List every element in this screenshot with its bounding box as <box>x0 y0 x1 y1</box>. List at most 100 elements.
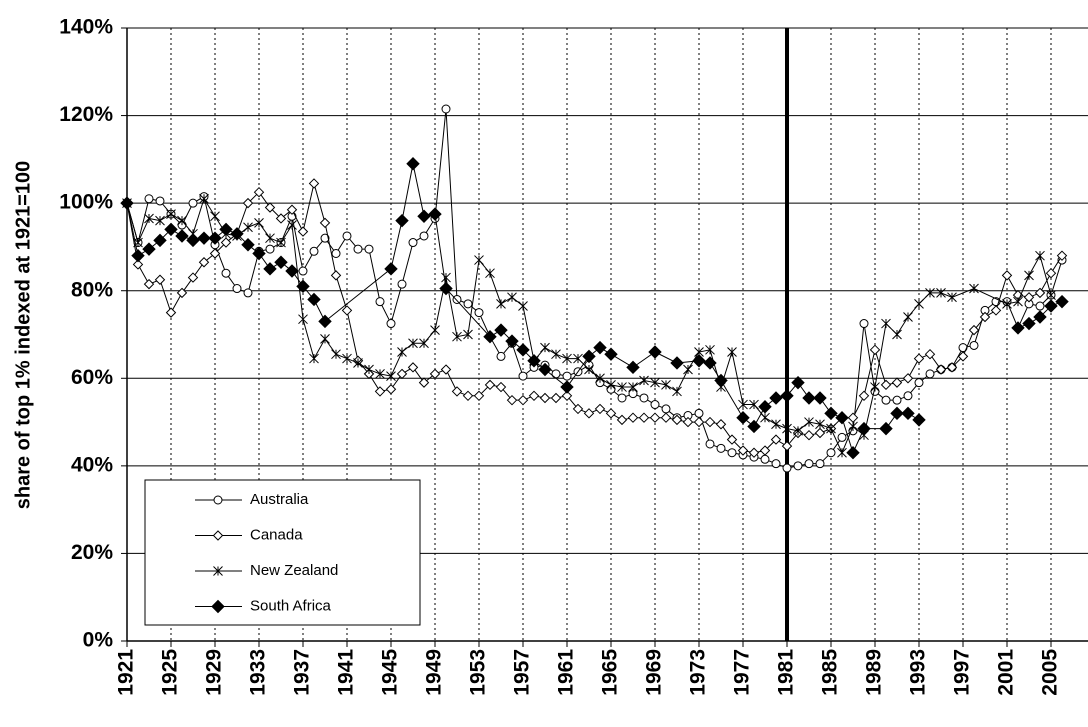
data-point <box>452 331 462 342</box>
data-point <box>835 410 849 425</box>
data-point <box>484 379 496 391</box>
data-point <box>539 392 551 404</box>
data-point <box>186 233 200 248</box>
data-point <box>506 394 518 406</box>
data-point <box>969 340 979 350</box>
data-point <box>705 344 715 355</box>
data-point <box>188 198 198 208</box>
data-point <box>375 297 385 307</box>
data-point <box>714 373 728 388</box>
data-point <box>1022 316 1036 331</box>
data-point <box>736 410 750 425</box>
data-point <box>132 259 144 270</box>
data-point <box>397 279 407 289</box>
data-point <box>914 298 924 309</box>
data-point <box>747 419 761 434</box>
data-point <box>803 429 815 441</box>
series-line <box>126 108 1063 469</box>
data-point <box>219 222 233 237</box>
x-tick-label: 1993 <box>907 649 930 696</box>
x-tick-label: 1981 <box>775 649 798 696</box>
data-point <box>584 364 594 375</box>
data-point <box>760 412 770 423</box>
data-point <box>408 338 418 349</box>
data-point <box>639 375 649 386</box>
data-point <box>418 377 430 388</box>
data-point <box>187 272 199 283</box>
legend-box <box>144 479 421 626</box>
data-point <box>331 349 341 360</box>
data-point <box>593 340 607 355</box>
data-point <box>527 354 541 368</box>
data-point <box>705 439 715 449</box>
data-point <box>353 358 363 368</box>
data-point <box>298 314 308 325</box>
data-point <box>483 329 497 344</box>
data-point <box>869 344 881 356</box>
data-point <box>837 447 847 458</box>
data-point <box>210 211 220 222</box>
data-point <box>617 382 627 392</box>
data-point <box>264 202 276 213</box>
data-point <box>143 278 155 290</box>
data-point <box>627 412 639 423</box>
data-point <box>703 356 717 370</box>
data-point <box>142 242 156 256</box>
data-point <box>846 446 860 460</box>
data-point <box>892 329 902 340</box>
data-point <box>562 371 572 381</box>
data-point <box>462 390 474 402</box>
data-point <box>551 369 561 379</box>
data-point <box>903 391 913 401</box>
x-tick-label: 1997 <box>951 649 974 696</box>
data-point <box>1044 299 1058 313</box>
data-point <box>155 215 165 226</box>
data-point <box>364 244 374 254</box>
data-point <box>386 371 396 381</box>
data-point <box>429 368 441 380</box>
data-point <box>518 371 528 381</box>
y-tick-label: 100% <box>59 191 113 214</box>
x-tick-label: 1961 <box>555 649 578 696</box>
data-point <box>396 368 408 380</box>
data-point <box>880 379 892 391</box>
data-point <box>320 334 330 344</box>
data-point <box>263 262 277 276</box>
data-point <box>802 391 816 405</box>
data-point <box>298 266 308 276</box>
data-point <box>297 226 309 237</box>
data-point <box>704 416 716 428</box>
y-tick-label: 140% <box>59 16 113 39</box>
data-point <box>253 186 265 198</box>
data-point <box>241 238 255 252</box>
data-point <box>925 369 935 379</box>
x-tick-label: 1941 <box>335 649 358 696</box>
data-point <box>901 406 915 421</box>
x-tick-label: 1949 <box>423 649 446 696</box>
data-point <box>837 432 847 442</box>
data-point <box>902 373 914 384</box>
data-point <box>441 272 451 283</box>
data-point <box>859 319 869 329</box>
data-point <box>716 443 726 453</box>
data-point <box>406 157 420 171</box>
x-tick-label: 1985 <box>819 649 842 696</box>
y-tick-label: 40% <box>71 453 113 476</box>
data-point <box>221 268 231 278</box>
data-point <box>474 255 484 265</box>
data-point <box>892 395 902 405</box>
y-tick-label: 20% <box>71 541 113 564</box>
data-point <box>924 348 936 360</box>
data-point <box>528 390 540 402</box>
data-point <box>759 445 771 456</box>
data-point <box>804 417 814 427</box>
data-point <box>606 380 616 390</box>
y-tick-label: 0% <box>83 629 114 652</box>
data-point <box>813 391 827 405</box>
data-point <box>824 406 838 421</box>
data-point <box>495 381 507 393</box>
x-tick-label: 2005 <box>1039 649 1062 696</box>
data-point <box>726 434 738 445</box>
data-point <box>715 419 727 430</box>
data-point <box>727 448 737 458</box>
